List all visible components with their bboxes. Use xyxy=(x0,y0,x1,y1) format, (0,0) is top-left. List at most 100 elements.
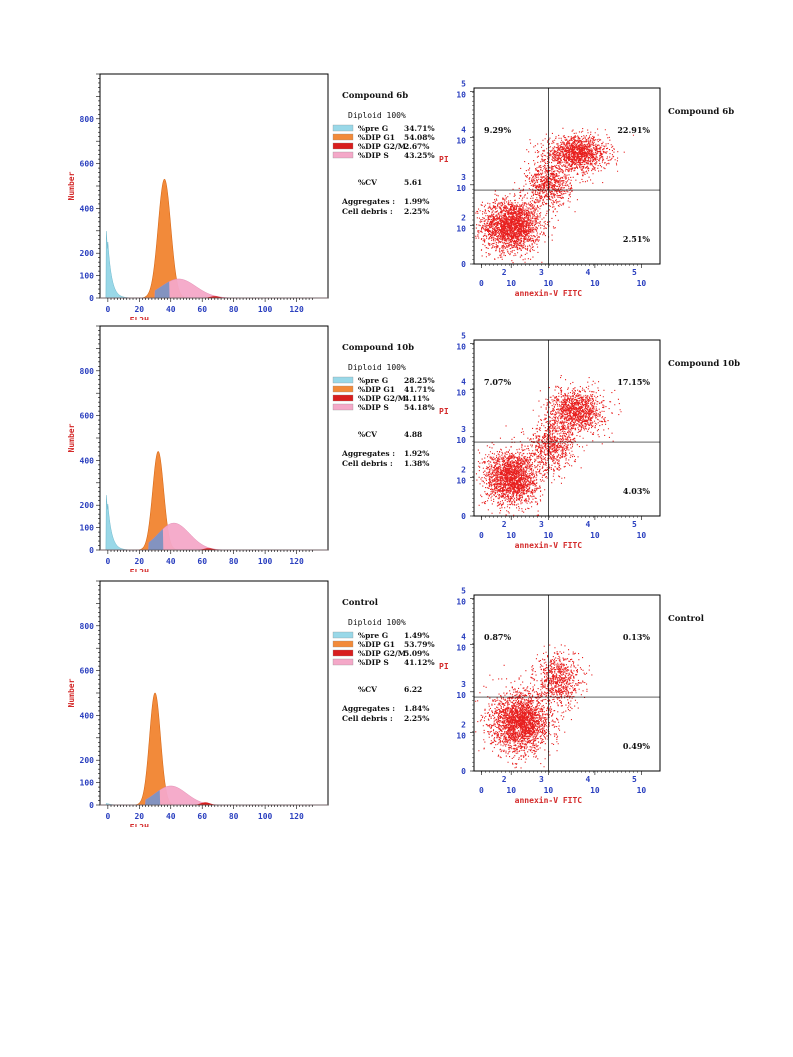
histogram-chart: 0 100 200 400 600 800 0 20 40 60 80 100 120 FL2H Numbe… xyxy=(67,73,329,320)
cell-debris-label: Cell debris : xyxy=(342,714,393,723)
legend-label: %DIP G2/M xyxy=(358,394,406,403)
x-tick-label: 10 xyxy=(506,531,516,540)
x-tick-label: 10 xyxy=(637,531,647,540)
legend-title: Control xyxy=(342,598,379,608)
y-tick-label: 10 xyxy=(456,388,466,397)
x-axis-label: annexin-V FITC xyxy=(515,795,583,805)
histogram-chart: 0 100 200 400 600 800 0 20 40 60 80 100 120 FL2H Numbe… xyxy=(67,325,329,572)
g2m-area xyxy=(100,548,328,550)
x-exponent: 3 xyxy=(539,520,544,529)
y-tick-label: 600 xyxy=(80,667,95,676)
scatter-dots xyxy=(475,375,622,516)
x-exponent: 4 xyxy=(585,520,590,529)
y-tick-label: 100 xyxy=(80,272,95,281)
y-tick-label: 600 xyxy=(80,160,95,169)
legend-label: %pre G xyxy=(358,376,388,385)
scatter-title: Compound 10b xyxy=(668,359,740,369)
x-tick-label: 0 xyxy=(479,279,484,288)
y-axis-label: PI xyxy=(439,662,449,671)
y-exponent: 3 xyxy=(461,425,466,434)
x-exponent: 2 xyxy=(502,520,507,529)
x-tick-label: 10 xyxy=(544,786,554,795)
legend-label: %DIP G1 xyxy=(358,385,395,394)
y-tick-label: 0 xyxy=(89,294,94,303)
y-tick-label: 10 xyxy=(456,476,466,485)
legend-label: %DIP S xyxy=(358,151,389,160)
legend-swatch xyxy=(332,151,354,159)
cell-debris-value: 1.38% xyxy=(404,459,429,468)
y-tick-label: 400 xyxy=(80,204,95,213)
scatter-dots xyxy=(475,644,593,769)
x-exponent: 5 xyxy=(632,775,637,784)
y-exponent: 4 xyxy=(461,377,466,386)
histogram-frame xyxy=(99,73,329,299)
x-exponent: 5 xyxy=(632,268,637,277)
legend-value: 53.79% xyxy=(404,640,435,649)
y-exponent: 2 xyxy=(461,213,466,222)
scatter-points xyxy=(475,127,634,264)
legend-swatch xyxy=(332,640,354,648)
legend-title: Compound 6b xyxy=(342,91,408,101)
legend-value: 5.09% xyxy=(404,649,429,658)
histogram-chart: 0 100 200 400 600 800 0 20 40 60 80 100 120 FL2H Numbe… xyxy=(67,580,329,827)
legend-label: %DIP G1 xyxy=(358,133,395,142)
panel-control: 0100200400600800020406080100120FL2HNumbe… xyxy=(0,577,793,827)
x-tick-label: 20 xyxy=(134,812,144,821)
x-tick-label: 10 xyxy=(590,531,600,540)
panel-compound-6b: 0100200400600800020406080100120FL2HNumbe… xyxy=(0,70,793,320)
quadrant-upper-left: 7.07% xyxy=(484,377,511,387)
x-axis-label: FL2H xyxy=(130,823,149,827)
y-exponent: 5 xyxy=(461,587,466,596)
y-tick-label: 100 xyxy=(80,524,95,533)
panel-svg: 0100200400600800020406080100120FL2HNumbe… xyxy=(67,73,734,320)
legend-swatch xyxy=(332,394,354,402)
x-exponent: 3 xyxy=(539,775,544,784)
y-tick-label: 0 xyxy=(89,801,94,810)
diploid-label: Diploid 100% xyxy=(348,111,406,120)
y-tick-label: 10 xyxy=(456,691,466,700)
y-axis-label: PI xyxy=(439,407,449,416)
y-tick-label: 10 xyxy=(456,184,466,193)
y-exponent: 5 xyxy=(461,332,466,341)
y-tick-label: 0 xyxy=(461,767,466,776)
y-axis-label: Number xyxy=(67,423,76,452)
y-exponent: 4 xyxy=(461,632,466,641)
overlap-area xyxy=(100,790,328,805)
x-tick-label: 80 xyxy=(229,557,239,566)
y-exponent: 2 xyxy=(461,465,466,474)
x-exponent: 2 xyxy=(502,268,507,277)
cv-label: %CV xyxy=(358,685,377,694)
x-tick-label: 60 xyxy=(197,305,207,314)
y-tick-label: 600 xyxy=(80,412,95,421)
panel-svg: 0100200400600800020406080100120FL2HNumbe… xyxy=(67,580,705,827)
x-axis-label: FL2H xyxy=(130,316,149,320)
x-tick-label: 10 xyxy=(590,786,600,795)
x-exponent: 3 xyxy=(539,268,544,277)
x-tick-label: 100 xyxy=(258,305,273,314)
panel-compound-10b: 0100200400600800020406080100120FL2HNumbe… xyxy=(0,322,793,572)
legend-label: %pre G xyxy=(358,631,388,640)
legend-value: 54.18% xyxy=(404,403,435,412)
y-axis-label: Number xyxy=(67,678,76,707)
y-tick-label: 10 xyxy=(456,91,466,100)
x-axis-label: FL2H xyxy=(130,568,149,572)
y-tick-label: 0 xyxy=(461,512,466,521)
y-axis-label: PI xyxy=(439,155,449,164)
legend-swatch xyxy=(332,658,354,666)
y-tick-label: 200 xyxy=(80,249,95,258)
overlap-area xyxy=(100,281,328,298)
y-exponent: 5 xyxy=(461,80,466,89)
quadrant-lower-right: 4.03% xyxy=(623,486,650,496)
aggregates-label: Aggregates : xyxy=(341,449,395,458)
quadrant-lower-right: 0.49% xyxy=(623,741,650,751)
legend-label: %DIP G2/M xyxy=(358,649,406,658)
x-tick-label: 0 xyxy=(479,786,484,795)
cell-debris-value: 2.25% xyxy=(404,207,429,216)
x-tick-label: 40 xyxy=(166,305,176,314)
legend-swatch xyxy=(332,133,354,141)
quadrant-upper-left: 0.87% xyxy=(484,632,511,642)
aggregates-label: Aggregates : xyxy=(341,704,395,713)
cv-value: 6.22 xyxy=(404,685,422,694)
